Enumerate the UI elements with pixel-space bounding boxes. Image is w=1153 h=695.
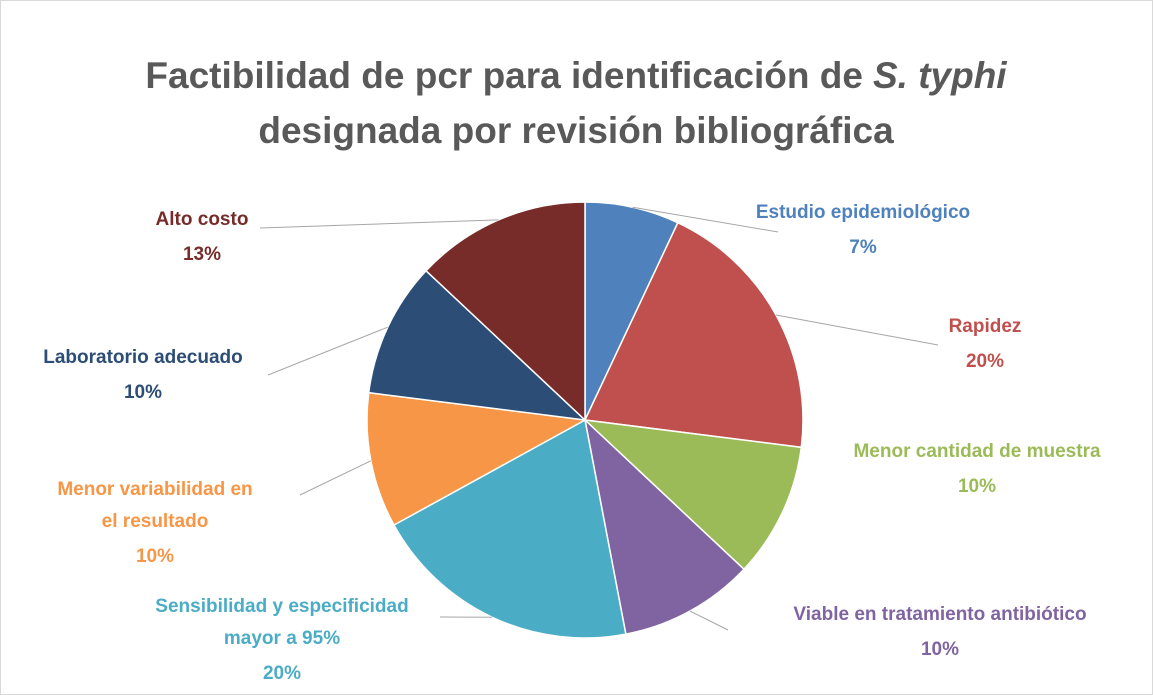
label-line: el resultado [102, 511, 209, 532]
leader-line [632, 206, 779, 233]
data-label: 13% [183, 244, 221, 265]
pie-slice [583, 221, 804, 449]
data-label: 20% [966, 351, 1004, 372]
data-label: Menor variabilidad en el resultado [57, 479, 252, 532]
label-line: mayor a 95% [224, 628, 340, 649]
data-label: 10% [958, 476, 996, 497]
data-label: Rapidez [949, 316, 1022, 337]
data-label: 10% [921, 639, 959, 660]
data-label: Laboratorio adecuado [43, 347, 243, 368]
label-line: Sensibilidad y especificidad [155, 596, 408, 617]
data-label: Menor cantidad de muestra [853, 441, 1100, 462]
data-label: 20% [263, 663, 301, 684]
leader-line [299, 460, 372, 496]
data-label: Estudio epidemiológico [756, 202, 970, 223]
label-line: Menor variabilidad en [57, 479, 252, 500]
data-label: Alto costo [156, 209, 249, 230]
pie-slice [366, 391, 588, 527]
leader-line [775, 314, 939, 346]
title-part: Factibilidad de pcr para identificación … [145, 55, 863, 96]
pie-slice [367, 269, 588, 422]
data-label: 10% [124, 382, 162, 403]
data-label: Sensibilidad y especificidad mayor a 95% [155, 596, 408, 649]
pie-slice [582, 418, 803, 571]
leader-line [259, 219, 499, 229]
data-label: Viable en tratamiento antibiótico [793, 604, 1086, 625]
chart-title: designada por revisión bibliográfica [258, 110, 894, 151]
chart-title: Factibilidad de pcr para identificación … [145, 55, 1007, 96]
pie-slice [425, 201, 586, 422]
title-part: S. typhi [873, 55, 1007, 96]
data-label: 7% [849, 237, 877, 258]
pie-slice [583, 417, 745, 636]
leader-line [689, 610, 729, 631]
leader-line [267, 326, 388, 376]
pie-slice [392, 418, 627, 639]
data-label: 10% [136, 546, 174, 567]
